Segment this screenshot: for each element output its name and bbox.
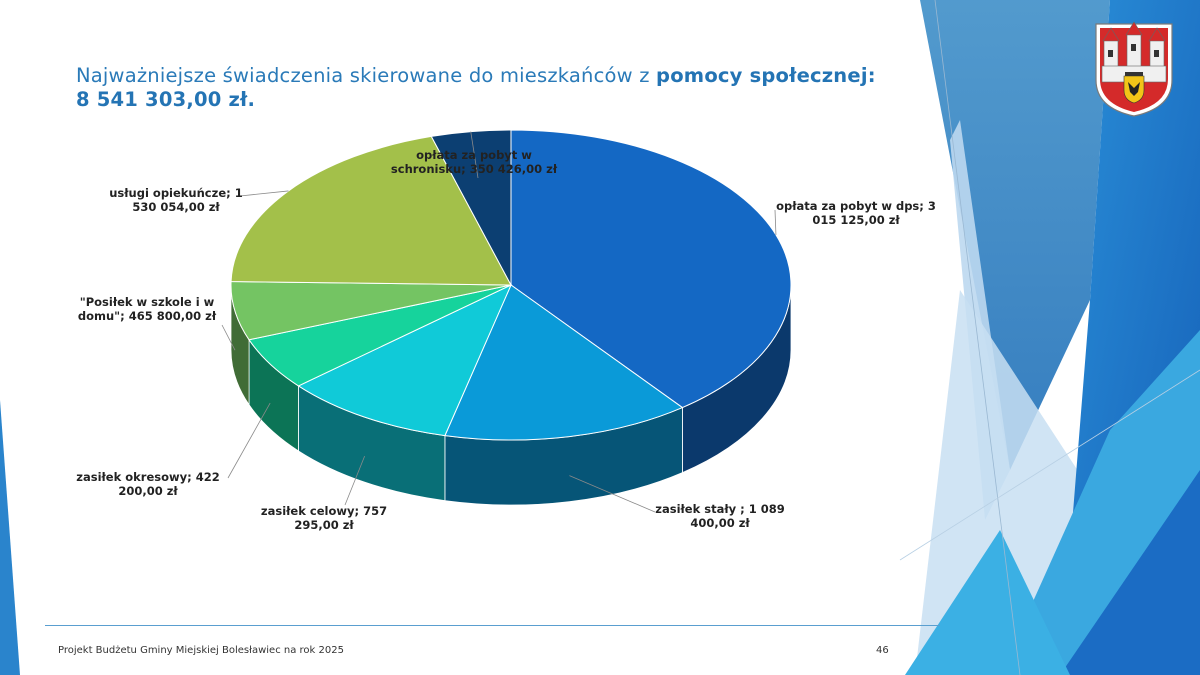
- pie-slice-2: [297, 283, 512, 437]
- bg-shape-deep: [1060, 470, 1200, 675]
- title-strong: pomocy społecznej:: [656, 64, 876, 87]
- leader-line-2: [344, 455, 365, 506]
- data-label-posilek: "Posiłek w szkole i w domu"; 465 800,00 …: [77, 295, 217, 323]
- pie-sides: [230, 284, 792, 506]
- data-label-uslugi: usługi opiekuńcze; 1 530 054,00 zł: [109, 186, 243, 214]
- leader-line-1: [569, 475, 656, 513]
- data-label-zasilek-celowy: zasiłek celowy; 757 295,00 zł: [260, 504, 388, 532]
- leader-line-6: [470, 131, 479, 179]
- leader-lines: [221, 131, 777, 513]
- footer-text: Projekt Budżetu Gminy Miejskiej Bolesław…: [58, 645, 344, 656]
- title-total: 8 541 303,00 zł.: [76, 88, 256, 111]
- bg-shape-top: [920, 0, 1110, 470]
- data-label-schronisko: opłata za pobyt w schronisku; 350 426,00…: [390, 148, 558, 176]
- footer-divider: [45, 625, 940, 626]
- data-label-dps: opłata za pobyt w dps; 3 015 125,00 zł: [776, 199, 936, 227]
- leader-line-4: [221, 324, 236, 351]
- pie-top: [230, 129, 792, 441]
- leader-line-0: [774, 209, 777, 235]
- bg-left-strip: [0, 400, 20, 675]
- bg-thin-line-2: [899, 369, 1200, 561]
- pie-slice-6: [430, 129, 512, 286]
- page-number: 46: [876, 645, 889, 656]
- bg-shape-lower-left: [905, 530, 1070, 675]
- data-label-zasilek-okresowy: zasiłek okresowy; 422 200,00 zł: [76, 470, 220, 498]
- title-prefix: Najważniejsze świadczenia skierowane do …: [76, 64, 657, 87]
- bg-thin-line: [934, 0, 1021, 675]
- slide-title: Najważniejsze świadczenia skierowane do …: [76, 64, 916, 112]
- data-label-zasilek-staly: zasiłek stały ; 1 089 400,00 zł: [655, 502, 785, 530]
- leader-line-3: [227, 402, 271, 479]
- pie-slice-1: [444, 284, 684, 441]
- leader-line-5: [239, 190, 289, 197]
